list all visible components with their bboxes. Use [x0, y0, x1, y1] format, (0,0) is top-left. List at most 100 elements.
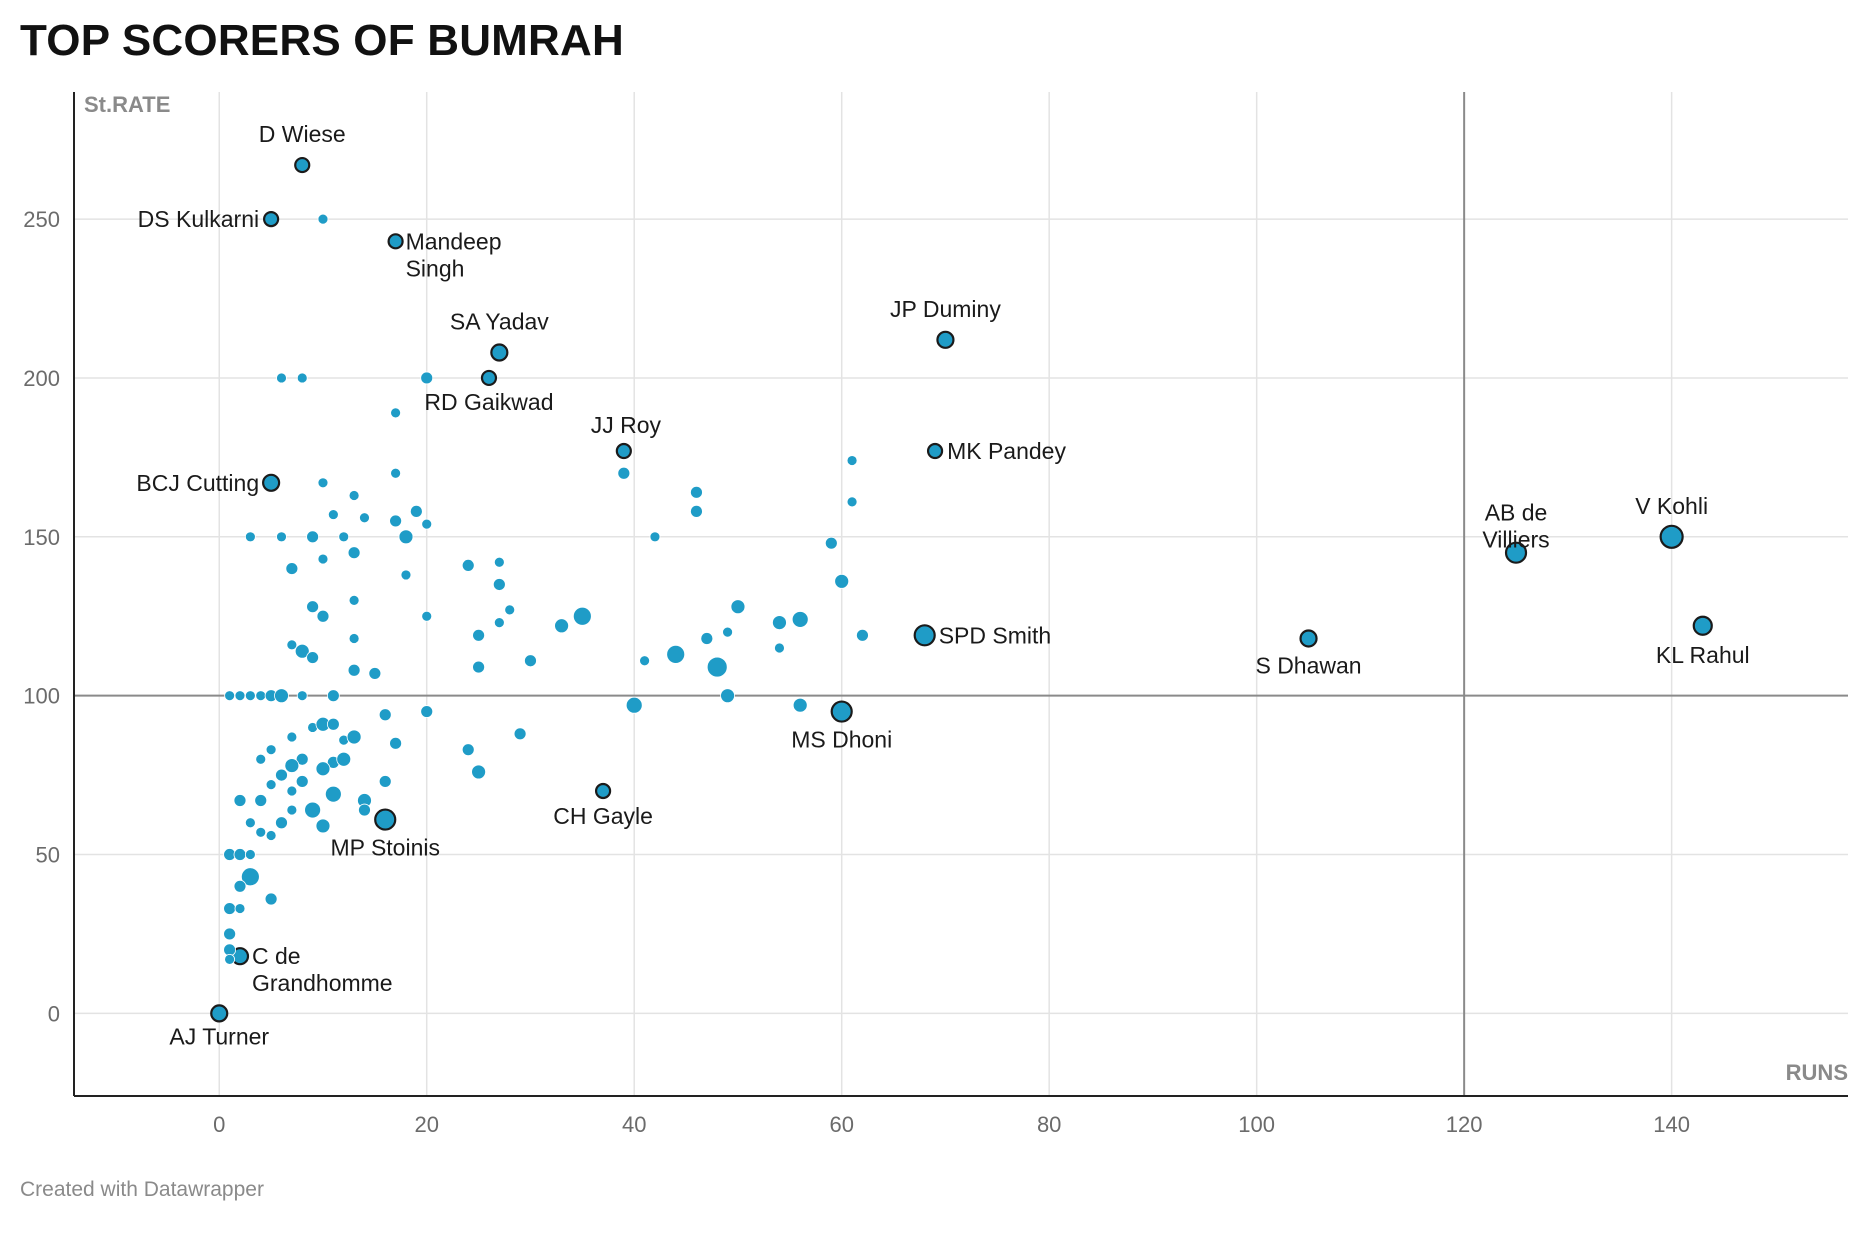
data-point — [233, 879, 247, 893]
data-point — [324, 785, 342, 803]
data-point — [296, 690, 308, 702]
x-tick-label: 140 — [1653, 1112, 1690, 1137]
data-point — [513, 727, 527, 741]
point-label: RD Gaikwad — [424, 389, 553, 415]
x-tick-label: 20 — [414, 1112, 438, 1137]
data-point — [471, 764, 486, 780]
data-point — [461, 559, 475, 572]
labeled-data-point — [615, 442, 632, 460]
data-point — [286, 731, 298, 743]
data-point — [276, 531, 287, 543]
point-label: Mandeep Singh — [406, 228, 502, 281]
data-point — [285, 562, 299, 575]
data-point — [554, 618, 569, 634]
y-tick-label: 250 — [23, 207, 60, 232]
labeled-data-point — [387, 233, 404, 250]
data-point — [421, 518, 433, 530]
data-point — [572, 606, 592, 626]
data-point — [378, 775, 392, 788]
data-point — [306, 600, 320, 614]
data-point — [306, 530, 320, 544]
data-point — [255, 826, 267, 838]
data-point — [774, 642, 785, 654]
data-point — [791, 611, 809, 628]
data-point — [317, 213, 329, 225]
labeled-data-point — [374, 808, 397, 831]
chart-title: TOP SCORERS OF BUMRAH — [20, 16, 624, 65]
x-tick-label: 0 — [213, 1112, 225, 1137]
data-point — [338, 531, 350, 543]
data-point — [275, 816, 288, 830]
labeled-data-point — [1299, 629, 1318, 648]
x-tick-label: 40 — [622, 1112, 646, 1137]
point-label: KL Rahul — [1656, 642, 1750, 668]
data-point — [286, 785, 298, 797]
data-point — [224, 690, 236, 702]
data-point — [400, 569, 412, 581]
point-label: SPD Smith — [939, 622, 1051, 648]
data-point — [223, 902, 237, 915]
data-point — [639, 655, 650, 667]
data-point — [824, 536, 838, 550]
x-tick-label: 80 — [1037, 1112, 1061, 1137]
data-point — [240, 867, 260, 887]
data-point — [234, 903, 246, 914]
labeled-data-point — [926, 442, 944, 460]
data-point — [524, 654, 537, 668]
y-tick-label: 150 — [23, 525, 60, 550]
data-point — [346, 729, 362, 745]
data-point — [295, 752, 309, 766]
data-point — [327, 509, 339, 520]
point-label: AJ Turner — [169, 1023, 269, 1049]
labeled-data-point — [1659, 524, 1684, 549]
data-point — [834, 573, 850, 589]
data-point — [276, 372, 287, 384]
data-point — [420, 705, 434, 718]
labeled-data-point — [210, 1004, 229, 1023]
data-point — [700, 632, 714, 645]
point-label: AB de Villiers — [1482, 500, 1549, 553]
data-point — [306, 651, 320, 664]
data-point — [690, 504, 703, 518]
y-tick-label: 0 — [48, 1001, 60, 1026]
y-axis-title: St.RATE — [84, 92, 170, 117]
data-point — [255, 690, 267, 702]
labeled-data-point — [594, 782, 612, 800]
point-label: MS Dhoni — [791, 727, 892, 753]
data-point — [348, 594, 360, 606]
point-label: C de Grandhomme — [252, 943, 393, 996]
data-point — [772, 615, 787, 630]
labeled-data-point — [936, 330, 955, 349]
data-point — [348, 633, 360, 644]
point-label: D Wiese — [259, 121, 346, 147]
data-point — [316, 609, 330, 623]
data-point — [730, 599, 746, 615]
data-point — [389, 514, 403, 528]
point-label: CH Gayle — [553, 803, 653, 829]
data-point — [223, 927, 237, 941]
y-tick-label: 50 — [36, 843, 60, 868]
data-point — [461, 743, 475, 757]
data-point — [368, 667, 382, 680]
labeled-data-point — [294, 156, 311, 174]
axes: 0 50 100 150 200 250 0 20 40 60 80 100 120 140 — [23, 92, 1848, 1137]
x-tick-label: 100 — [1238, 1112, 1275, 1137]
data-point — [294, 643, 310, 659]
point-label: MP Stoinis — [330, 835, 440, 861]
gridlines — [74, 92, 1848, 1096]
data-point — [420, 371, 434, 385]
labeled-data-point — [1504, 541, 1528, 564]
data-point — [244, 531, 256, 543]
data-point — [792, 697, 808, 713]
data-point — [296, 372, 308, 384]
data-point — [326, 689, 340, 703]
point-label: S Dhawan — [1255, 652, 1361, 678]
point-label: MK Pandey — [947, 438, 1066, 464]
data-point — [390, 407, 402, 419]
data-point — [720, 688, 735, 704]
data-point — [706, 656, 728, 678]
data-point — [492, 578, 506, 591]
data-point — [347, 663, 361, 677]
labeled-data-point — [262, 473, 281, 492]
point-label: SA Yadav — [450, 309, 549, 335]
